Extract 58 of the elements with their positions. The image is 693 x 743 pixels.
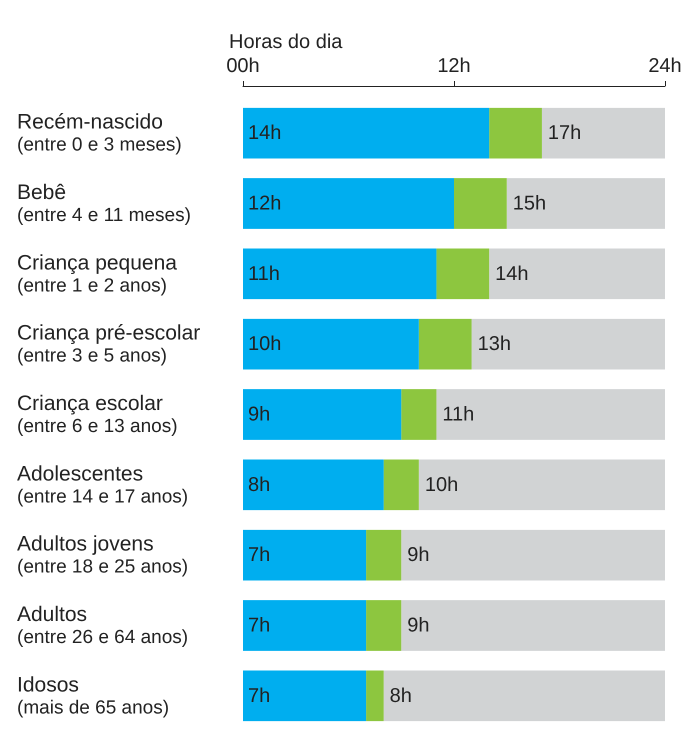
annotation: 9h xyxy=(407,544,430,566)
bar xyxy=(243,530,366,580)
y-tick-label: Criança pré-escolar (entre 3 e 5 anos) xyxy=(17,322,200,367)
bar xyxy=(243,670,366,722)
bar xyxy=(418,460,665,510)
bar xyxy=(366,530,402,580)
data-label: 11h xyxy=(248,262,280,285)
bar xyxy=(243,389,402,440)
bar xyxy=(366,670,384,722)
annotation: 10h xyxy=(424,474,458,496)
bar xyxy=(384,460,419,510)
bar xyxy=(384,670,665,722)
bar xyxy=(243,460,384,510)
y-tick-label: Idosos (mais de 65 anos) xyxy=(17,673,170,718)
annotation: 8h xyxy=(390,684,412,707)
bar xyxy=(489,108,542,158)
y-tick-label: Adolescentes (entre 14 e 17 anos) xyxy=(17,462,188,508)
bar xyxy=(418,318,472,370)
bar xyxy=(472,318,665,370)
annotation: 13h xyxy=(478,333,511,356)
bar xyxy=(401,530,665,580)
bar xyxy=(401,600,665,651)
y-tick-label: Adultos jovens (entre 18 e 25 anos) xyxy=(17,532,188,578)
annotation: 9h xyxy=(407,614,430,636)
annotation: 11h xyxy=(442,404,474,426)
data-label: 9h xyxy=(248,404,270,426)
x-tick-label: 00h xyxy=(226,55,260,77)
annotation: 14h xyxy=(495,262,529,285)
data-label: 12h xyxy=(248,192,282,214)
bar xyxy=(506,178,665,229)
annotation: 15h xyxy=(512,192,546,214)
bar xyxy=(542,108,665,158)
data-label: 7h xyxy=(248,614,270,636)
data-label: 8h xyxy=(248,474,270,496)
data-label: 7h xyxy=(248,544,270,566)
bar xyxy=(401,389,436,440)
y-tick-label: Criança pequena (entre 1 e 2 anos) xyxy=(17,251,178,296)
bar xyxy=(243,318,419,370)
bar xyxy=(454,178,507,229)
bar xyxy=(489,248,665,300)
bar xyxy=(243,178,454,229)
bar xyxy=(366,600,402,651)
y-tick-label: Criança escolar (entre 6 e 13 anos) xyxy=(17,392,178,437)
bar xyxy=(243,108,490,158)
data-label: 10h xyxy=(248,333,282,356)
x-tick-label: 24h xyxy=(648,55,682,77)
y-tick-label: Recém-nascido (entre 0 e 3 meses) xyxy=(17,110,182,156)
y-tick-label: Bebê (entre 4 e 11 meses) xyxy=(17,181,191,226)
data-label: 14h xyxy=(248,122,282,144)
bar xyxy=(243,248,436,300)
x-tick-label: 12h xyxy=(437,55,471,77)
bar xyxy=(243,600,366,651)
bar xyxy=(436,389,665,440)
y-tick-label: Adultos (entre 26 e 64 anos) xyxy=(17,603,188,648)
x-axis-title: Horas do dia xyxy=(229,31,344,53)
bar xyxy=(436,248,490,300)
data-label: 7h xyxy=(248,684,270,707)
annotation: 17h xyxy=(548,122,582,144)
